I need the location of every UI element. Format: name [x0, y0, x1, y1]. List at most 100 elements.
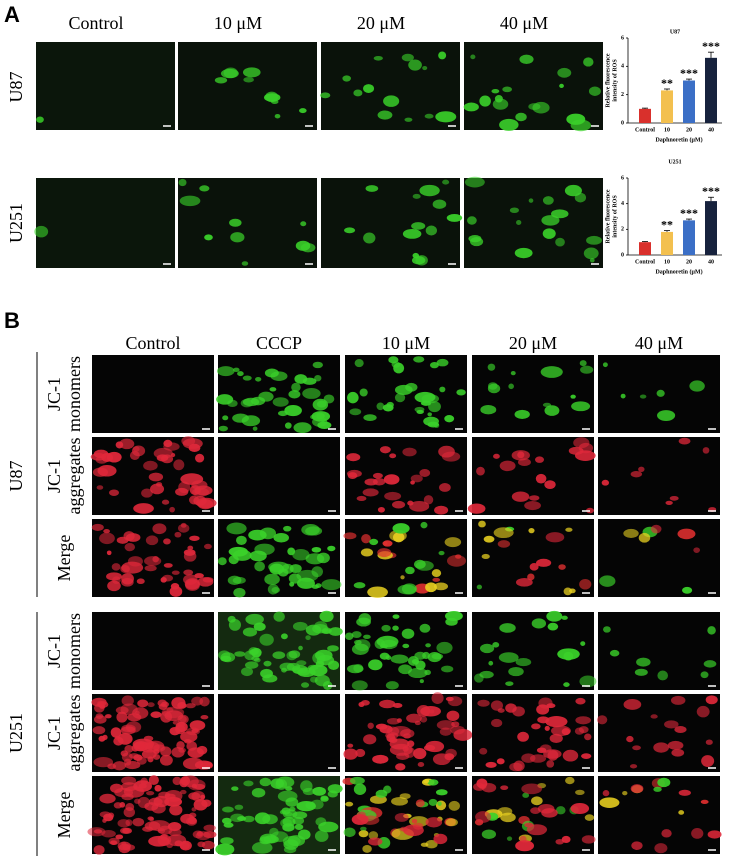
cell — [528, 528, 535, 534]
cell — [196, 831, 203, 837]
cell — [132, 817, 145, 827]
cell — [166, 834, 187, 847]
cell — [342, 75, 351, 82]
cell — [515, 112, 527, 122]
row-label: aggregates — [64, 695, 84, 772]
cell — [508, 383, 514, 390]
cell — [427, 652, 442, 663]
cell — [389, 738, 410, 750]
cell — [220, 837, 234, 845]
cell — [394, 812, 409, 822]
cell — [451, 721, 460, 728]
cell — [222, 806, 234, 813]
cell — [349, 776, 365, 785]
x-tick-label: 10 — [664, 127, 670, 133]
cell — [245, 613, 264, 625]
cell — [439, 483, 451, 492]
cell — [481, 553, 490, 560]
cell — [160, 746, 172, 757]
cell — [183, 550, 197, 562]
cell — [283, 846, 297, 854]
cell — [255, 377, 262, 382]
cell — [362, 488, 379, 497]
cell — [182, 757, 204, 770]
cell — [700, 799, 709, 805]
x-tick-label: 40 — [708, 259, 714, 265]
cell — [296, 801, 316, 812]
column-header: 10 μM — [382, 333, 430, 353]
cell — [121, 782, 138, 792]
cell — [343, 532, 357, 540]
cell — [456, 389, 466, 396]
cell — [301, 524, 320, 536]
cell — [561, 835, 571, 844]
column-header: Control — [125, 333, 180, 353]
cell — [110, 727, 122, 738]
cell — [287, 547, 296, 556]
cell — [365, 185, 379, 192]
cell — [263, 660, 272, 667]
cell — [283, 525, 292, 532]
cell — [467, 503, 486, 514]
y-axis-label: Relative fluorescence — [605, 53, 611, 107]
cell — [414, 720, 421, 726]
cell — [115, 441, 124, 449]
bar — [683, 80, 695, 123]
cell — [464, 176, 485, 188]
cell — [376, 635, 399, 648]
micrograph — [92, 612, 214, 690]
cell — [96, 485, 104, 490]
cell — [535, 456, 545, 463]
cell — [542, 228, 556, 239]
cell — [148, 835, 170, 847]
cell — [490, 700, 504, 711]
cell — [347, 391, 359, 404]
cell — [433, 582, 449, 591]
cell — [578, 726, 589, 734]
cell — [442, 179, 450, 185]
cell — [425, 817, 443, 828]
cell — [137, 699, 149, 708]
cell — [546, 703, 556, 709]
cell — [194, 573, 204, 579]
cell — [563, 651, 574, 661]
cell — [487, 363, 496, 371]
cell — [308, 664, 328, 677]
cell — [356, 495, 367, 502]
cell — [505, 681, 514, 686]
cell — [353, 639, 362, 645]
bar — [661, 90, 673, 123]
cell — [107, 580, 121, 592]
cell — [93, 845, 105, 855]
cell — [353, 783, 367, 795]
bar — [661, 231, 673, 255]
cell — [115, 834, 124, 840]
cell — [97, 701, 109, 708]
cell — [511, 450, 530, 461]
cell — [427, 421, 440, 428]
x-tick-label: Control — [635, 259, 655, 265]
micrograph — [218, 437, 340, 515]
cell — [153, 447, 173, 459]
cell — [439, 727, 452, 736]
row-label: Merge — [54, 535, 74, 582]
cell — [158, 703, 168, 710]
cell — [385, 681, 399, 690]
cell — [220, 652, 236, 663]
cell — [584, 814, 595, 821]
cell — [351, 680, 368, 691]
cell — [221, 817, 232, 825]
cell — [204, 234, 213, 241]
cell — [183, 574, 198, 585]
cell — [425, 225, 438, 236]
cell — [705, 739, 713, 745]
cell — [124, 543, 136, 552]
cell — [575, 697, 586, 705]
cell — [174, 531, 182, 538]
cell — [657, 670, 669, 681]
cell — [197, 499, 214, 510]
cell — [227, 399, 238, 408]
cell — [428, 401, 441, 413]
x-axis-label: Daphnoretin (μM) — [655, 136, 702, 143]
